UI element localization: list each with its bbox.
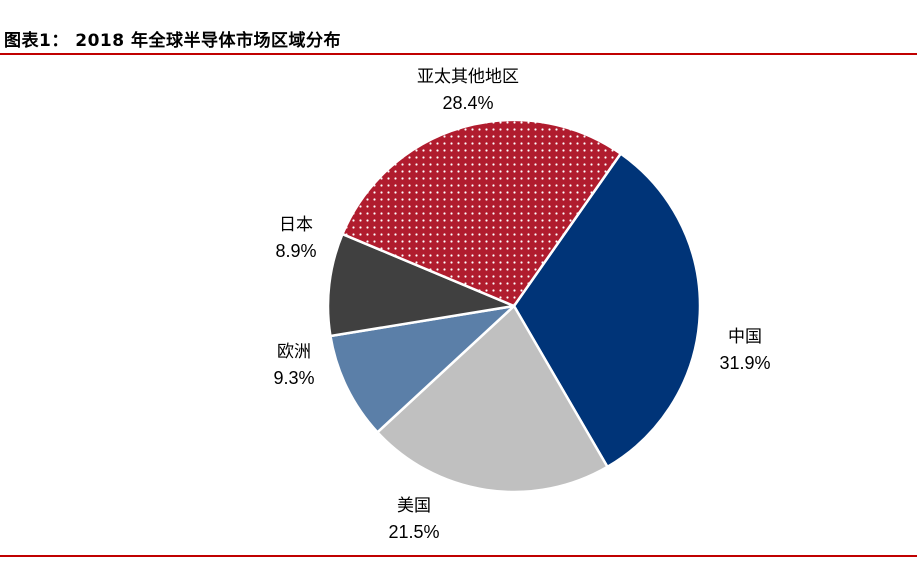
top-divider xyxy=(0,53,917,55)
pie-slices xyxy=(326,118,702,494)
pie-labels: 中国 31.9% 美国 21.5% 欧洲 9.3% 日本 8.9% 亚太其他地区 28.4% xyxy=(273,67,770,542)
slice-name-label: 日本 xyxy=(279,215,313,235)
bottom-divider xyxy=(0,555,917,557)
slice-name-label: 中国 xyxy=(728,327,762,347)
slice-name-label: 亚太其他地区 xyxy=(417,67,519,87)
pie-slice-2 xyxy=(376,304,609,494)
slice-value-label: 9.3% xyxy=(273,368,314,388)
slice-value-label: 8.9% xyxy=(275,241,316,261)
pie-slice-4 xyxy=(326,232,516,338)
pie-slice-5 xyxy=(341,118,622,308)
pie-slice-3 xyxy=(329,304,516,434)
slice-name-label: 欧洲 xyxy=(277,342,311,362)
figure-title: 图表1： 2018 年全球半导体市场区域分布 xyxy=(4,31,341,51)
slice-value-label: 21.5% xyxy=(388,522,439,542)
slice-value-label: 31.9% xyxy=(719,353,770,373)
pie-slice-1 xyxy=(512,152,702,469)
slice-value-label: 28.4% xyxy=(442,93,493,113)
slice-name-label: 美国 xyxy=(397,496,431,516)
